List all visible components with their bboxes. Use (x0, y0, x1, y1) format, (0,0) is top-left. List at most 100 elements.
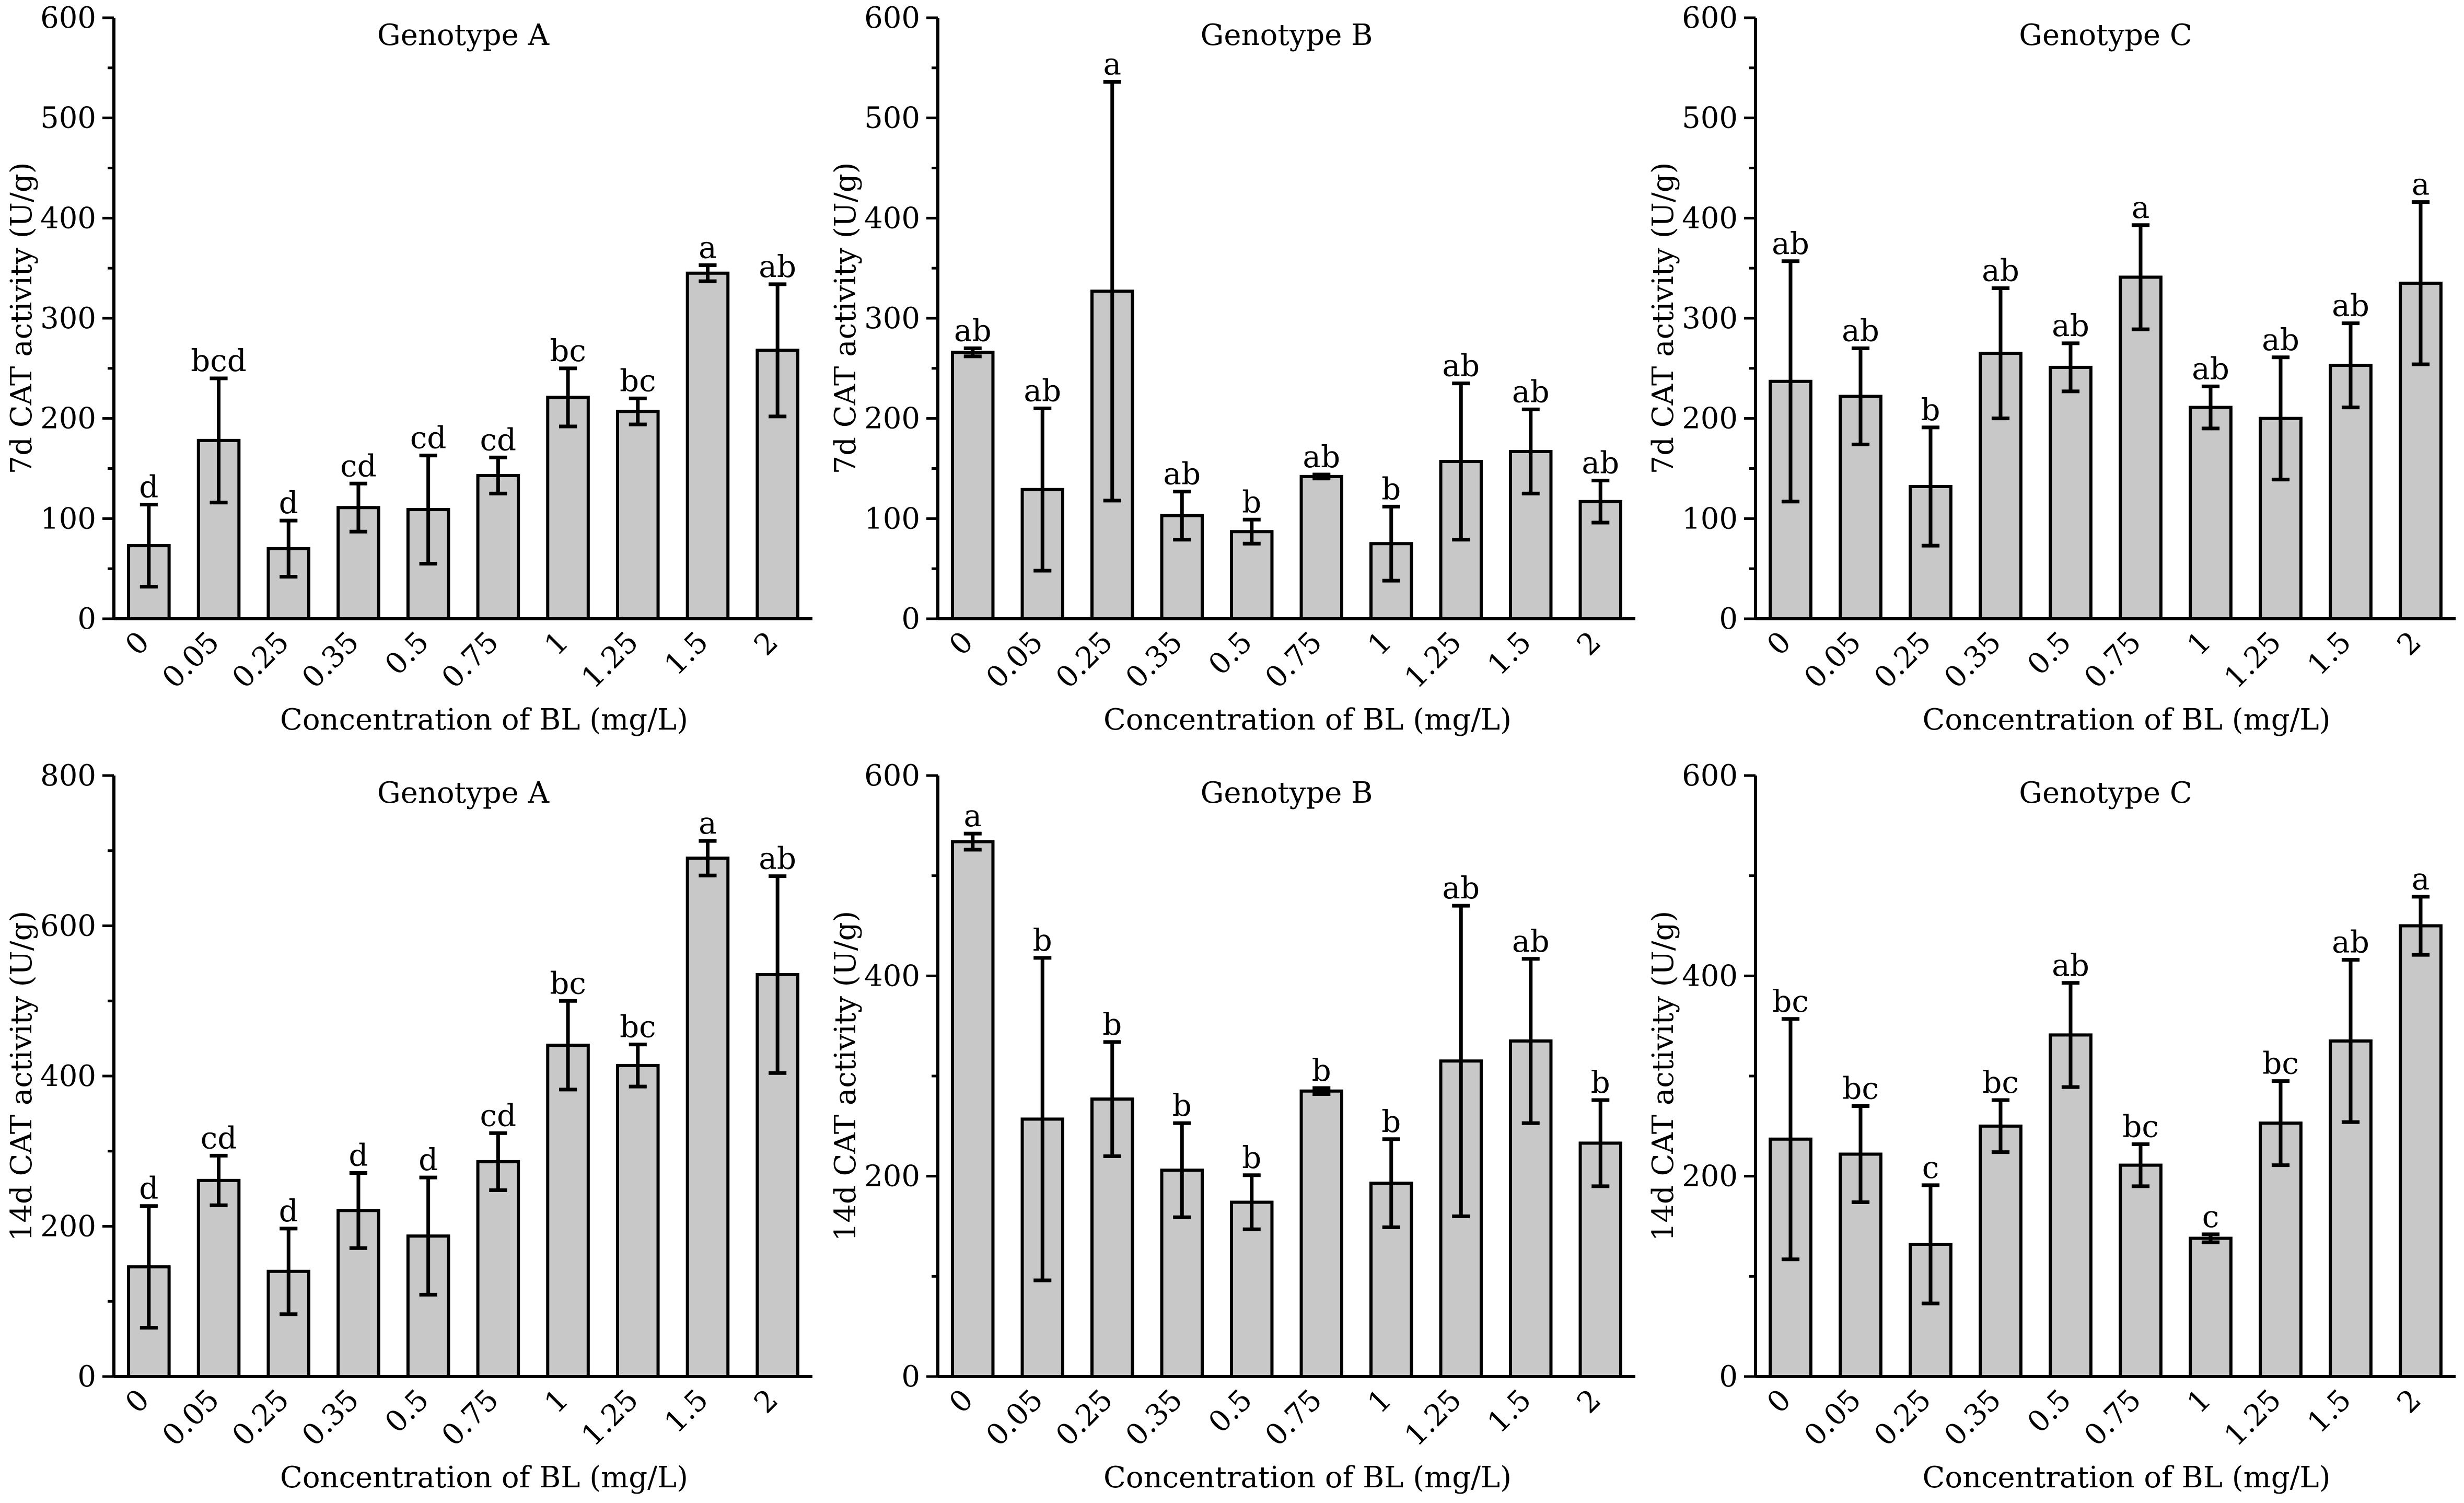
y-tick-label: 400 (40, 1059, 96, 1093)
significance-letter: bc (1772, 984, 1809, 1019)
y-axis-label: 14d CAT activity (U/g) (829, 911, 863, 1242)
y-tick-label: 0 (1719, 602, 1738, 636)
error-bar (489, 1131, 507, 1192)
error-bar (1521, 957, 1540, 1125)
error-bar (559, 366, 577, 429)
significance-letter: b (1921, 392, 1940, 427)
significance-letter: a (2412, 861, 2430, 897)
x-tick-label: 0.35 (1938, 625, 2008, 695)
significance-letter: b (1242, 484, 1261, 519)
x-tick-label: 0 (119, 625, 156, 662)
bar (196, 1178, 241, 1378)
significance-letter: ab (1842, 313, 1879, 349)
significance-letter: d (279, 485, 298, 521)
error-bar (1851, 1104, 1870, 1204)
x-tick-label: 1.25 (1398, 1383, 1468, 1453)
error-bar (1033, 407, 1052, 573)
panel-title: Genotype C (2019, 776, 2192, 810)
y-tick-label: 200 (864, 402, 920, 436)
significance-letter: ab (1024, 373, 1061, 409)
bar (756, 973, 799, 1378)
panel-7d-genotype-c: Genotype C 7d CAT activity (U/g) Concent… (1646, 1, 2456, 737)
error-bar (1103, 80, 1121, 503)
y-tick-label: 400 (864, 201, 920, 235)
x-tick-label: 2 (748, 1383, 785, 1420)
significance-letter: bc (550, 333, 586, 368)
error-bar (2201, 384, 2220, 431)
error-bar (2341, 321, 2360, 410)
error-bar (140, 1204, 158, 1330)
error-bar (280, 1227, 298, 1316)
x-tick-label: 0.5 (1202, 1383, 1259, 1440)
bar (951, 351, 995, 621)
error-bar (963, 831, 982, 852)
error-bar (1591, 1098, 1610, 1188)
significance-letter: b (1172, 1088, 1192, 1123)
bar (546, 1044, 590, 1378)
y-tick-label: 600 (864, 759, 920, 793)
error-bar (1242, 517, 1261, 546)
bar (546, 396, 590, 621)
error-bar (1173, 490, 1191, 542)
error-bar (419, 1175, 437, 1297)
significance-letter: b (1242, 1140, 1261, 1175)
panel-title: Genotype B (1201, 776, 1373, 810)
x-axis-label: Concentration of BL (mg/L) (280, 703, 688, 737)
error-bar (210, 1153, 228, 1207)
bar (685, 857, 730, 1378)
significance-letter: d (279, 1193, 298, 1229)
x-tick-label: 0.75 (1259, 625, 1329, 695)
bar (476, 1160, 520, 1378)
x-tick-label: 1.25 (575, 625, 645, 695)
bar (1299, 1089, 1343, 1378)
y-tick-label: 600 (1682, 1, 1738, 35)
x-tick-label: 0 (119, 1383, 156, 1420)
significance-letter: a (699, 229, 717, 265)
significance-letter: b (1312, 1053, 1331, 1088)
error-bar (1991, 286, 2010, 421)
x-tick-label: 0.25 (226, 1383, 296, 1453)
error-bar (2341, 958, 2360, 1124)
x-tick-label: 0.05 (156, 625, 226, 695)
error-bar (1591, 479, 1610, 525)
bar (951, 840, 995, 1378)
x-tick-label: 0.35 (296, 1383, 366, 1453)
x-tick-label: 0.5 (379, 625, 436, 682)
x-tick-label: 0.35 (1119, 625, 1189, 695)
x-tick-label: 0 (943, 625, 980, 662)
significance-letter: cd (410, 420, 447, 456)
error-bar (2131, 1142, 2150, 1188)
y-tick-label: 600 (1682, 759, 1738, 793)
error-bar (1242, 1173, 1261, 1231)
error-bar (699, 839, 717, 877)
error-bar (419, 454, 437, 566)
bar (2119, 275, 2163, 620)
x-axis-label: Concentration of BL (mg/L) (280, 1461, 688, 1495)
error-bar (769, 282, 787, 419)
bar (1979, 352, 2023, 620)
x-tick-label: 2 (2391, 625, 2428, 662)
y-tick-label: 200 (1682, 1160, 1738, 1194)
x-axis-label: Concentration of BL (mg/L) (1103, 1461, 1512, 1495)
x-tick-label: 1 (2181, 625, 2218, 662)
significance-letter: a (2412, 167, 2430, 202)
significance-letter: d (139, 469, 158, 505)
error-bar (1991, 1098, 2010, 1154)
y-axis-label: 14d CAT activity (U/g) (5, 911, 39, 1242)
y-tick-label: 500 (1682, 101, 1738, 135)
significance-letter: c (1922, 1150, 1939, 1185)
error-bar (2061, 341, 2080, 394)
y-tick-label: 200 (864, 1160, 920, 1194)
error-bar (1851, 346, 1870, 446)
x-tick-label: 0.35 (1119, 1383, 1189, 1453)
significance-letter: b (1102, 1007, 1122, 1042)
bar (1979, 1124, 2023, 1378)
error-bar (699, 263, 717, 283)
panel-title: Genotype A (377, 776, 550, 810)
x-tick-label: 0.25 (1050, 1383, 1120, 1453)
x-tick-label: 1 (1361, 1383, 1398, 1420)
x-tick-label: 0.35 (296, 625, 366, 695)
error-bar (349, 481, 368, 534)
y-axis-label: 7d CAT activity (U/g) (829, 163, 863, 475)
error-bar (140, 503, 158, 589)
